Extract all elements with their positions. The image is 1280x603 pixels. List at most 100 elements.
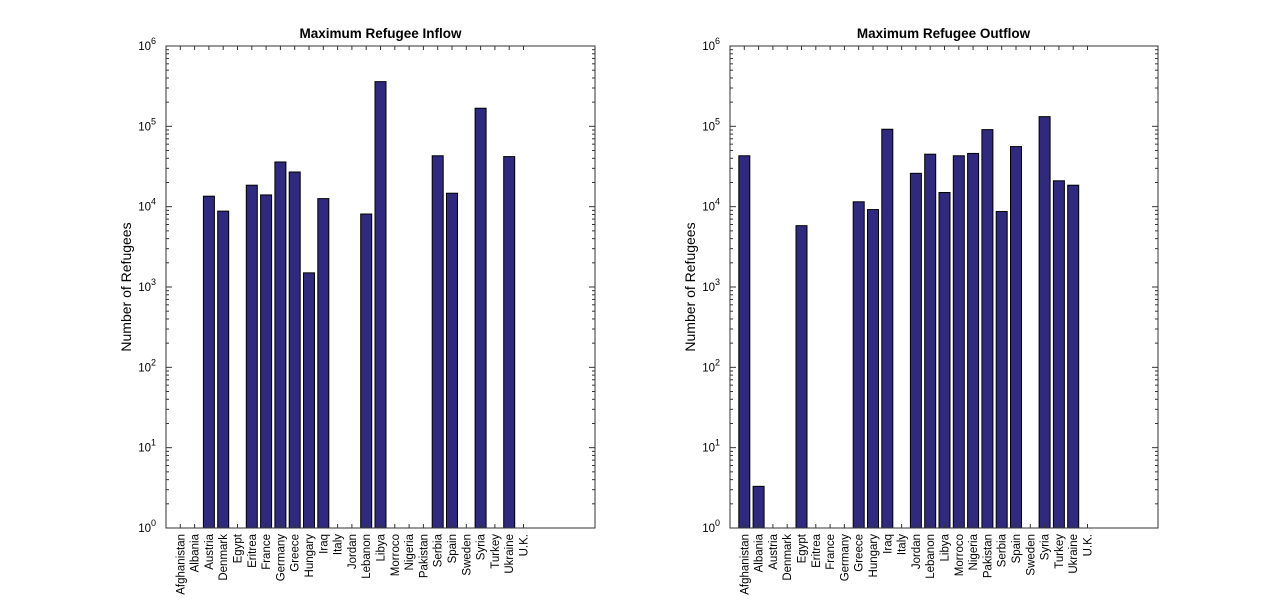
x-tick-label: Egypt	[233, 533, 245, 563]
x-tick-label: Lebanon	[925, 534, 937, 579]
y-tick-label: 106	[138, 36, 156, 53]
bar-ukraine	[1067, 184, 1080, 529]
x-tick-label: Pakistan	[982, 534, 994, 578]
x-tick-label: Serbia	[997, 533, 1009, 567]
x-tick-label: Syria	[1040, 533, 1052, 560]
x-tick-label: Nigeria	[968, 533, 980, 570]
x-tick-label: Eritrea	[247, 533, 259, 567]
bar-syria	[1038, 116, 1051, 529]
x-tick-label: Iraq	[882, 534, 894, 554]
bar-morroco	[952, 155, 965, 529]
x-tick-label: Austria	[768, 533, 780, 569]
y-tick-label: 102	[702, 357, 720, 374]
bar-denmark	[217, 210, 230, 529]
bar-turkey	[1052, 180, 1065, 529]
x-tick-label: Lebanon	[361, 534, 373, 579]
bar-eritrea	[245, 184, 258, 529]
x-tick-label: Albania	[754, 533, 766, 572]
bar-spain	[1010, 146, 1022, 529]
x-tick-label: Afghanistan	[739, 534, 751, 595]
y-tick-label: 104	[138, 197, 156, 214]
bar-serbia	[431, 155, 444, 529]
bar-albania	[752, 485, 765, 529]
x-tick-label: Serbia	[433, 533, 445, 567]
x-tick-label: Afghanistan	[175, 534, 187, 595]
y-tick-label: 105	[702, 116, 720, 133]
x-tick-label: Germany	[839, 534, 851, 582]
plot-area: 100 101 102 103 104 105 106 Afghanistan Albania A…	[138, 36, 596, 595]
x-tick-label: Hungary	[868, 534, 880, 578]
x-tick-label: Greece	[854, 534, 866, 572]
x-tick-label: Spain	[447, 534, 459, 563]
bar-greece	[852, 201, 865, 529]
x-tick-label: Germany	[275, 534, 287, 582]
x-tick-label: Spain	[1011, 534, 1023, 563]
x-tick-label: Sweden	[461, 534, 473, 576]
y-tick-label: 106	[702, 36, 720, 53]
y-tick-label: 103	[702, 277, 720, 294]
x-tick-label: Libya	[940, 533, 952, 561]
plot-area: 100 101 102 103 104 105 106 Afghanistan Albania A…	[702, 36, 1159, 595]
bar-afghanistan	[738, 155, 751, 529]
bar-austria	[202, 195, 215, 529]
y-tick-label: 100	[138, 518, 156, 535]
x-tick-label: Sweden	[1025, 534, 1037, 576]
y-tick-label: 103	[138, 277, 156, 294]
x-tick-label: France	[261, 534, 273, 570]
inflow-chart: Maximum Refugee Inflow Number of Refugee…	[118, 26, 596, 595]
x-tick-label: Syria	[476, 533, 488, 560]
bar-iraq	[317, 198, 330, 529]
y-tick-label: 101	[702, 438, 720, 455]
x-tick-label: U.K.	[1083, 534, 1095, 556]
x-tick-label: Denmark	[782, 534, 794, 581]
x-tick-label: Albania	[190, 533, 202, 572]
x-tick-label: U.K.	[519, 534, 531, 556]
bar-nigeria	[967, 152, 980, 529]
x-tick-label: Nigeria	[404, 533, 416, 570]
bar-hungary	[867, 209, 879, 529]
bar-syria	[474, 107, 487, 529]
y-tick-label: 101	[138, 438, 156, 455]
x-tick-label: Libya	[376, 533, 388, 561]
bar-libya	[938, 192, 951, 529]
x-tick-label: Austria	[204, 533, 216, 569]
bar-germany	[274, 161, 287, 529]
bar-pakistan	[981, 129, 994, 529]
bar-iraq	[881, 128, 894, 529]
bar-hungary	[303, 272, 315, 529]
y-tick-label: 100	[702, 518, 720, 535]
bar-libya	[374, 81, 387, 529]
bar-lebanon	[924, 153, 937, 529]
bar-ukraine	[503, 156, 516, 529]
bar-jordan	[909, 172, 922, 529]
y-tick-label: 104	[702, 197, 720, 214]
y-tick-label: 102	[138, 357, 156, 374]
x-tick-label: Italy	[897, 534, 909, 555]
bar-lebanon	[360, 213, 373, 529]
bar-greece	[288, 171, 301, 529]
x-tick-label: Iraq	[318, 534, 330, 554]
bar-serbia	[995, 211, 1008, 529]
x-tick-label: Hungary	[304, 534, 316, 578]
y-axis-label: Number of Refugees	[118, 222, 134, 351]
chart-title: Maximum Refugee Outflow	[857, 26, 1031, 41]
x-tick-label: Egypt	[797, 533, 809, 563]
x-tick-label: France	[825, 534, 837, 570]
y-axis-label: Number of Refugees	[682, 222, 698, 351]
x-tick-label: Italy	[333, 534, 345, 555]
x-tick-label: Morroco	[954, 534, 966, 576]
bar-spain	[446, 192, 458, 529]
x-tick-label: Denmark	[218, 534, 230, 581]
x-tick-label: Turkey	[490, 534, 502, 569]
x-tick-label: Turkey	[1054, 534, 1066, 569]
x-tick-label: Ukraine	[1068, 534, 1080, 574]
bar-egypt	[795, 225, 808, 529]
x-tick-label: Jordan	[911, 534, 923, 569]
x-tick-label: Ukraine	[504, 534, 516, 574]
outflow-chart: Maximum Refugee Outflow Number of Refuge…	[682, 26, 1159, 595]
x-tick-label: Eritrea	[811, 533, 823, 567]
y-tick-label: 105	[138, 116, 156, 133]
x-tick-label: Jordan	[347, 534, 359, 569]
chart-title: Maximum Refugee Inflow	[299, 26, 462, 41]
